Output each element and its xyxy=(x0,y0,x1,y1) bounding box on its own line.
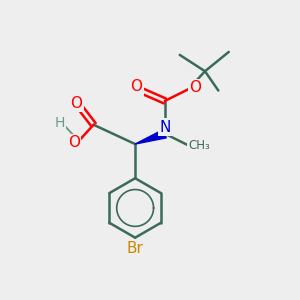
Text: CH₃: CH₃ xyxy=(188,139,210,152)
Text: O: O xyxy=(130,80,142,94)
Text: O: O xyxy=(70,95,82,110)
Text: N: N xyxy=(159,120,170,135)
Text: O: O xyxy=(189,80,201,95)
Text: Br: Br xyxy=(127,241,144,256)
Text: O: O xyxy=(68,135,80,150)
Text: H: H xyxy=(54,116,64,130)
Polygon shape xyxy=(135,129,166,144)
